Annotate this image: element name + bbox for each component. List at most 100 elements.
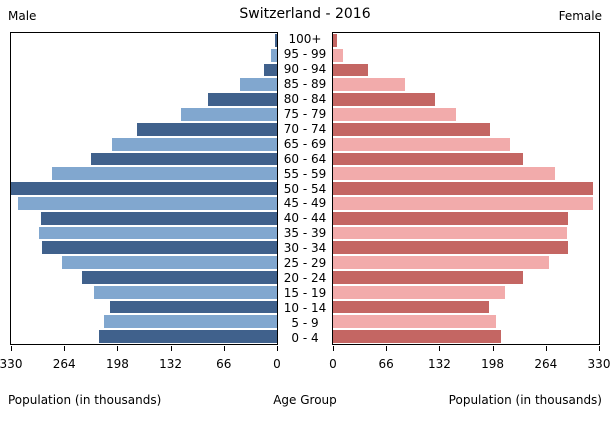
male-row-35-39 [11, 226, 277, 241]
female-tick-label-330: 330 [587, 357, 610, 371]
female-row-25-29 [333, 255, 599, 270]
female-bar-70-74 [333, 122, 491, 136]
age-label-35-39: 35 - 39 [283, 226, 327, 241]
female-bar-100+ [333, 34, 338, 47]
age-label-30-34: 30 - 34 [283, 241, 327, 256]
male-bars-panel [10, 32, 278, 345]
female-bar-65-69 [333, 137, 511, 151]
male-bar-90-94 [264, 63, 277, 77]
male-row-25-29 [11, 255, 277, 270]
female-bar-45-49 [333, 196, 593, 210]
male-row-40-44 [11, 211, 277, 226]
male-bar-10-14 [110, 300, 277, 314]
male-bar-40-44 [40, 211, 277, 225]
female-row-30-34 [333, 240, 599, 255]
female-row-100+ [333, 33, 599, 48]
female-tick-label-132: 132 [427, 357, 451, 371]
male-bar-5-9 [103, 315, 277, 329]
female-bar-35-39 [333, 226, 567, 240]
male-tick-330 [11, 346, 12, 351]
male-bar-95-99 [271, 48, 277, 62]
female-bar-80-84 [333, 93, 435, 107]
male-tick-label-132: 132 [159, 357, 183, 371]
age-label-80-84: 80 - 84 [283, 92, 327, 107]
male-tick-198 [117, 346, 119, 351]
female-bar-95-99 [333, 48, 343, 62]
female-bar-90-94 [333, 63, 369, 77]
female-row-10-14 [333, 300, 599, 315]
male-row-90-94 [11, 63, 277, 78]
female-side-label: Female [558, 9, 602, 23]
age-label-70-74: 70 - 74 [283, 121, 327, 136]
female-bar-5-9 [333, 315, 496, 329]
age-label-85-89: 85 - 89 [283, 77, 327, 92]
female-bar-60-64 [333, 152, 524, 166]
female-bar-15-19 [333, 285, 505, 299]
male-bar-15-19 [94, 285, 277, 299]
age-group-axis: 100+ 95 - 99 90 - 94 85 - 89 80 - 84 75 - 79 7… [279, 32, 331, 345]
male-bar-85-89 [239, 78, 277, 92]
female-row-65-69 [333, 137, 599, 152]
male-row-60-64 [11, 152, 277, 167]
male-row-45-49 [11, 196, 277, 211]
female-bar-25-29 [333, 256, 550, 269]
female-bar-0-4 [333, 330, 502, 344]
age-label-45-49: 45 - 49 [283, 196, 327, 211]
male-row-80-84 [11, 92, 277, 107]
female-bar-75-79 [333, 108, 456, 121]
female-row-20-24 [333, 270, 599, 285]
male-tick-label-264: 264 [52, 357, 76, 371]
age-label-20-24: 20 - 24 [283, 270, 327, 285]
male-bar-80-84 [207, 93, 277, 107]
female-row-35-39 [333, 226, 599, 241]
male-bar-45-49 [18, 196, 277, 210]
age-group-axis-title: Age Group [273, 393, 337, 407]
female-row-55-59 [333, 166, 599, 181]
age-label-65-69: 65 - 69 [283, 136, 327, 151]
male-bar-65-69 [111, 137, 277, 151]
male-axis-title: Population (in thousands) [8, 393, 162, 407]
female-row-15-19 [333, 285, 599, 300]
female-row-50-54 [333, 181, 599, 196]
age-label-75-79: 75 - 79 [283, 106, 327, 121]
male-row-50-54 [11, 181, 277, 196]
age-label-100+: 100+ [288, 32, 322, 47]
male-bar-60-64 [90, 152, 277, 166]
male-row-30-34 [11, 240, 277, 255]
male-row-20-24 [11, 270, 277, 285]
female-tick-0 [333, 346, 334, 351]
female-tick-label-198: 198 [481, 357, 505, 371]
male-row-15-19 [11, 285, 277, 300]
female-tick-label-66: 66 [378, 357, 394, 371]
age-label-95-99: 95 - 99 [283, 47, 327, 62]
female-row-90-94 [333, 63, 599, 78]
male-row-55-59 [11, 166, 277, 181]
male-tick-66 [223, 346, 225, 351]
male-tick-264 [64, 346, 66, 351]
age-label-5-9: 5 - 9 [291, 315, 319, 330]
female-tick-198 [492, 346, 494, 351]
female-tick-label-264: 264 [534, 357, 558, 371]
female-bar-30-34 [333, 241, 568, 255]
male-row-75-79 [11, 107, 277, 122]
female-tick-label-0: 0 [329, 357, 337, 371]
male-bar-75-79 [181, 108, 277, 121]
age-label-90-94: 90 - 94 [283, 62, 327, 77]
male-bar-100+ [275, 34, 277, 47]
male-tick-132 [170, 346, 172, 351]
male-tick-label-0: 0 [273, 357, 281, 371]
male-bar-50-54 [11, 182, 277, 195]
age-label-0-4: 0 - 4 [291, 330, 319, 345]
female-bar-20-24 [333, 271, 524, 284]
female-row-95-99 [333, 48, 599, 63]
male-bar-70-74 [136, 122, 277, 136]
female-row-60-64 [333, 152, 599, 167]
female-row-40-44 [333, 211, 599, 226]
age-label-60-64: 60 - 64 [283, 151, 327, 166]
female-bar-55-59 [333, 167, 556, 181]
age-label-15-19: 15 - 19 [283, 285, 327, 300]
female-bar-50-54 [333, 182, 594, 195]
male-bar-20-24 [81, 271, 277, 284]
female-bars-panel [332, 32, 600, 345]
